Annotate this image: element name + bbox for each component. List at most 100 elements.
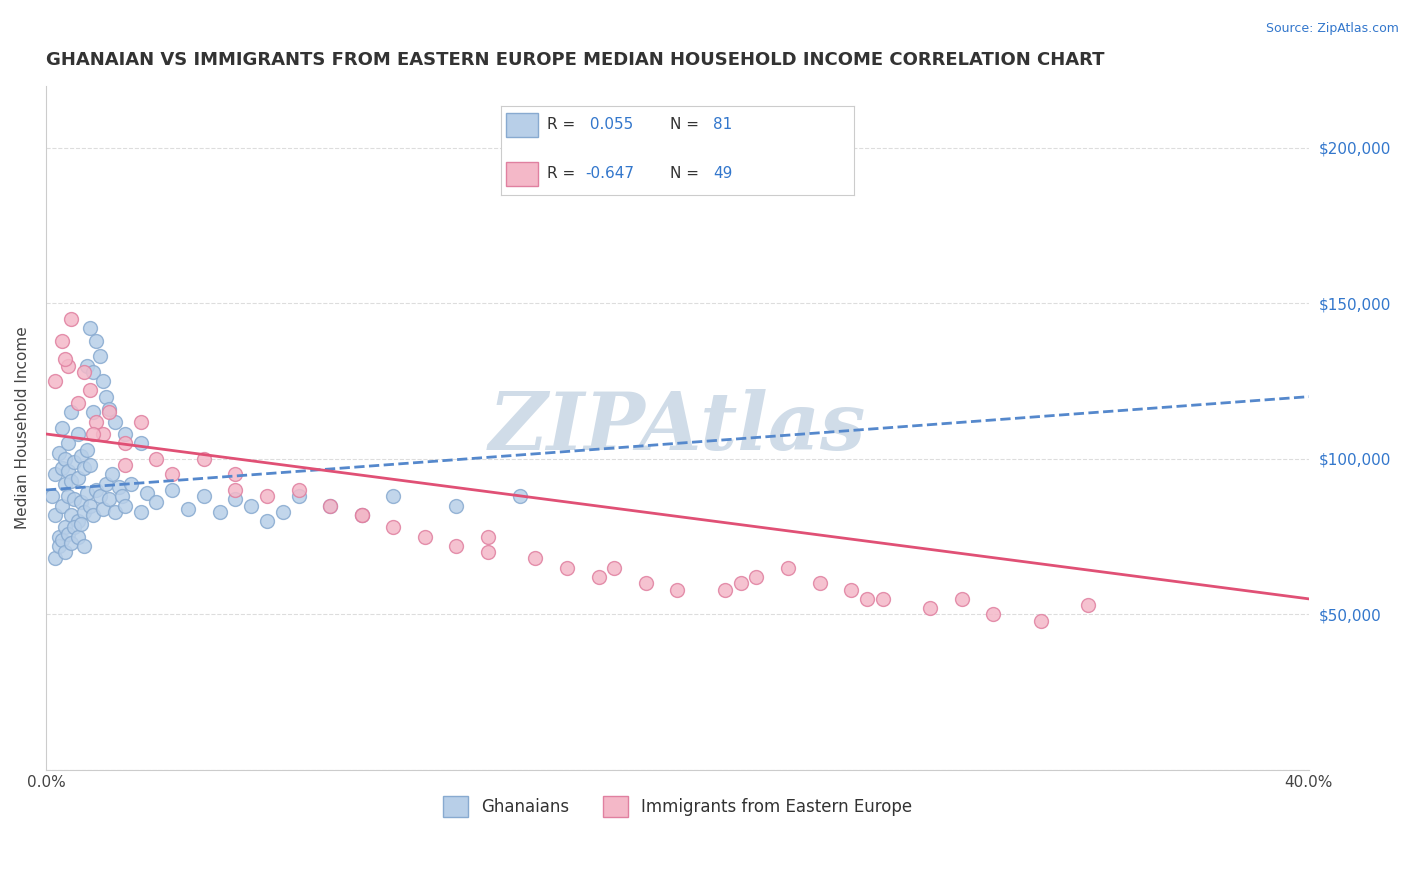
Point — [53, 352, 76, 367]
Point — [98, 402, 121, 417]
Point — [69, 495, 91, 509]
Point — [89, 489, 111, 503]
Point — [53, 545, 76, 559]
Point — [1077, 598, 1099, 612]
Point — [44, 467, 66, 482]
Point — [256, 489, 278, 503]
Point — [94, 390, 117, 404]
Point — [66, 530, 89, 544]
Point — [76, 442, 98, 457]
Point — [60, 508, 83, 522]
Point — [256, 514, 278, 528]
Point — [287, 483, 309, 497]
Point — [86, 483, 108, 497]
Point — [91, 501, 114, 516]
Point — [730, 576, 752, 591]
Point — [145, 451, 167, 466]
Point — [66, 427, 89, 442]
Point — [114, 458, 136, 472]
Point — [94, 476, 117, 491]
Point — [177, 501, 200, 516]
Point — [224, 483, 246, 497]
Point — [120, 476, 142, 491]
Legend: Ghanaians, Immigrants from Eastern Europe: Ghanaians, Immigrants from Eastern Europ… — [436, 789, 918, 823]
Point — [714, 582, 737, 597]
Point — [91, 427, 114, 442]
Point — [634, 576, 657, 591]
Point — [79, 384, 101, 398]
Point — [82, 427, 104, 442]
Point — [44, 374, 66, 388]
Point — [60, 536, 83, 550]
Point — [91, 374, 114, 388]
Point — [446, 539, 468, 553]
Point — [224, 492, 246, 507]
Point — [918, 601, 941, 615]
Point — [382, 489, 405, 503]
Point — [56, 526, 79, 541]
Point — [53, 520, 76, 534]
Point — [51, 421, 73, 435]
Point — [477, 530, 499, 544]
Point — [129, 436, 152, 450]
Point — [193, 489, 215, 503]
Point — [872, 591, 894, 606]
Text: Source: ZipAtlas.com: Source: ZipAtlas.com — [1265, 22, 1399, 36]
Point — [86, 334, 108, 348]
Point — [48, 539, 70, 553]
Point — [56, 436, 79, 450]
Point — [129, 415, 152, 429]
Point — [162, 483, 184, 497]
Point — [193, 451, 215, 466]
Point — [350, 508, 373, 522]
Point — [603, 561, 626, 575]
Point — [63, 492, 86, 507]
Point — [101, 467, 124, 482]
Point — [114, 427, 136, 442]
Point — [60, 474, 83, 488]
Point — [60, 311, 83, 326]
Point — [79, 499, 101, 513]
Point — [69, 517, 91, 532]
Point — [776, 561, 799, 575]
Point — [136, 486, 159, 500]
Point — [76, 359, 98, 373]
Point — [319, 499, 342, 513]
Point — [41, 489, 63, 503]
Point — [56, 464, 79, 478]
Point — [271, 505, 294, 519]
Point — [79, 321, 101, 335]
Point — [73, 461, 96, 475]
Point — [98, 405, 121, 419]
Point — [839, 582, 862, 597]
Point — [555, 561, 578, 575]
Point — [1029, 614, 1052, 628]
Point — [89, 349, 111, 363]
Point — [104, 505, 127, 519]
Point — [240, 499, 263, 513]
Point — [104, 415, 127, 429]
Point — [224, 467, 246, 482]
Point — [73, 505, 96, 519]
Point — [48, 530, 70, 544]
Y-axis label: Median Household Income: Median Household Income — [15, 326, 30, 529]
Point — [588, 570, 610, 584]
Point — [208, 505, 231, 519]
Point — [145, 495, 167, 509]
Point — [56, 489, 79, 503]
Text: GHANAIAN VS IMMIGRANTS FROM EASTERN EUROPE MEDIAN HOUSEHOLD INCOME CORRELATION C: GHANAIAN VS IMMIGRANTS FROM EASTERN EURO… — [46, 51, 1105, 69]
Point — [745, 570, 768, 584]
Point — [107, 480, 129, 494]
Point — [73, 539, 96, 553]
Point — [53, 476, 76, 491]
Point — [382, 520, 405, 534]
Point — [56, 359, 79, 373]
Point — [79, 458, 101, 472]
Point — [82, 365, 104, 379]
Point — [82, 508, 104, 522]
Point — [82, 405, 104, 419]
Point — [53, 451, 76, 466]
Point — [666, 582, 689, 597]
Point — [114, 436, 136, 450]
Point — [856, 591, 879, 606]
